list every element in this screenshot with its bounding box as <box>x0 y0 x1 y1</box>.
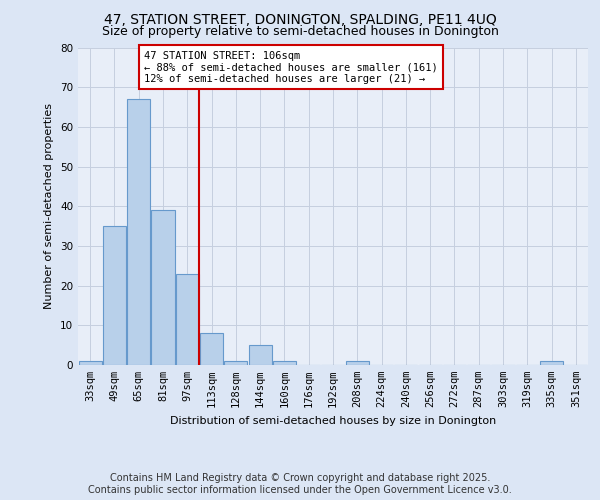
Bar <box>200 333 223 365</box>
Bar <box>79 361 101 365</box>
Bar <box>176 274 199 365</box>
Text: 47 STATION STREET: 106sqm
← 88% of semi-detached houses are smaller (161)
12% of: 47 STATION STREET: 106sqm ← 88% of semi-… <box>145 50 438 84</box>
Bar <box>103 226 126 365</box>
Text: Size of property relative to semi-detached houses in Donington: Size of property relative to semi-detach… <box>101 25 499 38</box>
Bar <box>127 99 150 365</box>
Bar <box>248 345 272 365</box>
Bar <box>273 361 296 365</box>
Bar <box>224 361 247 365</box>
Text: Contains HM Land Registry data © Crown copyright and database right 2025.
Contai: Contains HM Land Registry data © Crown c… <box>88 474 512 495</box>
Text: 47, STATION STREET, DONINGTON, SPALDING, PE11 4UQ: 47, STATION STREET, DONINGTON, SPALDING,… <box>104 12 496 26</box>
Bar <box>346 361 369 365</box>
Bar <box>540 361 563 365</box>
Y-axis label: Number of semi-detached properties: Number of semi-detached properties <box>44 104 55 309</box>
X-axis label: Distribution of semi-detached houses by size in Donington: Distribution of semi-detached houses by … <box>170 416 496 426</box>
Bar <box>151 210 175 365</box>
